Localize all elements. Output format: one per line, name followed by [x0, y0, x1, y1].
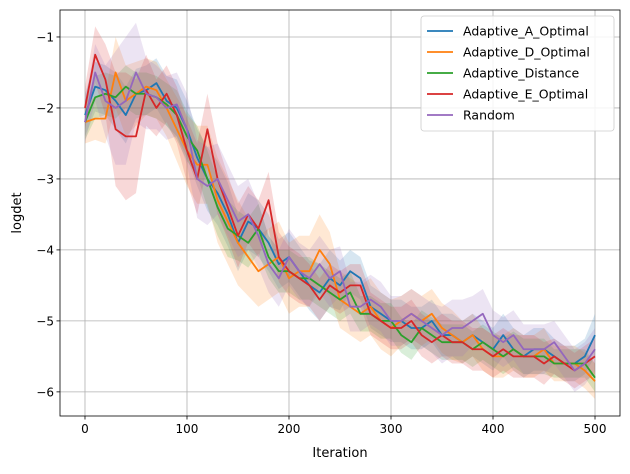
legend-label: Adaptive_D_Optimal [463, 45, 590, 60]
y-tick-label: −4 [36, 243, 54, 257]
y-tick-label: −1 [36, 30, 54, 44]
x-tick-label: 200 [278, 422, 301, 436]
series-Adaptive_A_Optimal [84, 82, 596, 365]
legend-label: Adaptive_Distance [463, 66, 580, 81]
legend-label: Adaptive_A_Optimal [463, 24, 589, 39]
x-tick-label: 100 [176, 422, 199, 436]
y-tick-label: −2 [36, 101, 54, 115]
plot-frame [59, 9, 621, 417]
x-tick-label: 300 [380, 422, 403, 436]
series-Random [84, 71, 596, 372]
y-axis-label: logdet [10, 192, 25, 233]
axis-ticks: 0 100 200 300 400 500 −6 −5 −4 −3 −2 −1 [36, 30, 606, 436]
x-tick-label: 500 [584, 422, 607, 436]
band-Adaptive_Distance [84, 65, 596, 392]
y-tick-label: −6 [36, 385, 54, 399]
x-axis-label: Iteration [312, 446, 367, 461]
series-lines [84, 53, 596, 382]
legend-label: Adaptive_E_Optimal [463, 87, 588, 102]
x-tick-label: 0 [81, 422, 89, 436]
series-Adaptive_Distance [84, 85, 596, 379]
legend-box [420, 15, 615, 132]
y-tick-label: −5 [36, 314, 54, 328]
band-Random [84, 22, 596, 392]
series-Adaptive_E_Optimal [84, 53, 596, 372]
y-tick-label: −3 [36, 172, 54, 186]
legend-label: Random [463, 108, 515, 123]
legend: Adaptive_A_Optimal Adaptive_D_Optimal Adap… [420, 15, 615, 132]
band-Adaptive_E_Optimal [84, 26, 596, 389]
x-tick-label: 400 [482, 422, 505, 436]
